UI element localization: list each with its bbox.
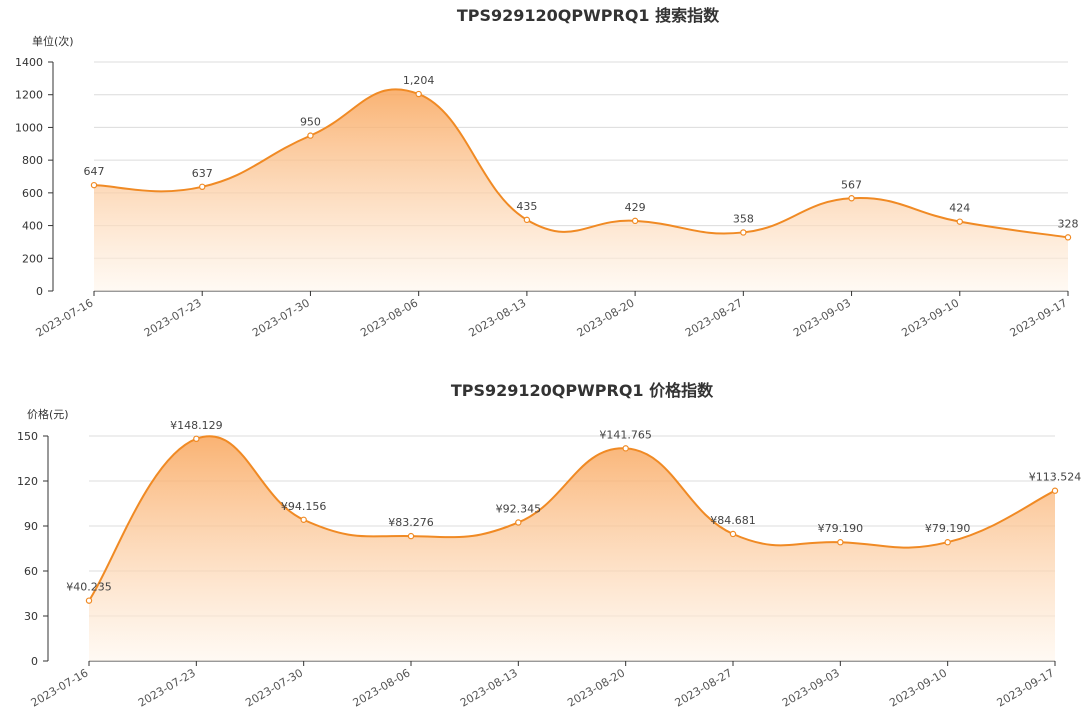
y-unit-label: 价格(元): [27, 407, 69, 421]
y-tick-label: 120: [17, 475, 38, 488]
data-point[interactable]: [523, 216, 531, 224]
data-label: 435: [516, 200, 537, 213]
series-area: [94, 89, 1068, 291]
series-area: [89, 436, 1055, 661]
data-label: 424: [949, 202, 970, 215]
data-point[interactable]: [90, 181, 98, 189]
x-tick-label: 2023-09-03: [791, 296, 853, 339]
data-label: 637: [192, 167, 213, 180]
x-tick-label: 2023-07-16: [34, 296, 96, 339]
data-label: ¥141.765: [599, 428, 652, 441]
y-tick-label: 0: [31, 655, 38, 668]
data-point[interactable]: [631, 217, 639, 225]
x-tick-label: 2023-08-27: [683, 296, 745, 339]
y-tick-label: 30: [24, 610, 38, 623]
y-tick-label: 1200: [15, 89, 43, 102]
y-tick-label: 600: [22, 187, 43, 200]
x-tick-label: 2023-09-17: [995, 666, 1057, 709]
data-label: 328: [1058, 217, 1079, 230]
data-point[interactable]: [407, 532, 415, 540]
data-point[interactable]: [193, 435, 200, 443]
x-tick-label: 2023-08-20: [565, 666, 627, 709]
data-label: ¥40.235: [66, 581, 112, 594]
y-tick-label: 800: [22, 154, 43, 167]
y-unit-label: 单位(次): [32, 34, 74, 48]
y-tick-label: 1400: [15, 56, 43, 69]
data-point[interactable]: [300, 516, 307, 523]
data-label: 647: [84, 165, 105, 178]
x-tick-label: 2023-08-13: [467, 296, 529, 339]
data-label: ¥79.190: [925, 522, 971, 535]
chart-title: TPS929120QPWPRQ1 搜索指数: [457, 6, 720, 25]
x-tick-label: 2023-09-03: [780, 666, 842, 709]
x-tick-label: 2023-08-06: [358, 296, 420, 339]
data-point[interactable]: [729, 530, 737, 538]
data-point[interactable]: [1051, 487, 1059, 494]
y-tick-label: 200: [22, 252, 43, 265]
data-label: 950: [300, 116, 321, 129]
data-point[interactable]: [740, 229, 747, 236]
data-point[interactable]: [515, 519, 522, 526]
data-point[interactable]: [85, 597, 93, 604]
y-tick-label: 0: [36, 285, 43, 298]
y-tick-label: 1000: [15, 121, 43, 134]
y-tick-label: 90: [24, 520, 38, 533]
y-tick-label: 400: [22, 220, 43, 233]
x-tick-label: 2023-09-10: [887, 666, 949, 709]
x-tick-label: 2023-09-10: [899, 296, 961, 339]
data-label: ¥148.129: [170, 419, 223, 432]
data-label: ¥79.190: [818, 522, 864, 535]
data-label: 429: [625, 201, 646, 214]
data-label: 358: [733, 212, 754, 225]
data-point[interactable]: [199, 183, 206, 191]
data-label: ¥92.345: [496, 502, 542, 515]
data-label: ¥83.276: [388, 516, 434, 529]
y-tick-label: 150: [17, 430, 38, 443]
y-tick-label: 60: [24, 565, 38, 578]
x-tick-label: 2023-07-30: [243, 666, 305, 709]
data-point[interactable]: [944, 539, 951, 546]
data-point[interactable]: [1064, 234, 1072, 241]
data-point[interactable]: [848, 195, 855, 202]
x-tick-label: 2023-07-30: [250, 296, 312, 339]
data-label: ¥84.681: [710, 514, 756, 527]
data-label: 1,204: [403, 74, 435, 87]
chart-title: TPS929120QPWPRQ1 价格指数: [451, 381, 714, 400]
series-line: [93, 88, 1069, 239]
x-tick-label: 2023-08-27: [673, 666, 735, 709]
x-tick-label: 2023-08-06: [351, 666, 413, 709]
x-tick-label: 2023-08-13: [458, 666, 520, 709]
x-tick-label: 2023-09-17: [1008, 296, 1070, 339]
x-tick-label: 2023-07-23: [142, 296, 204, 339]
x-tick-label: 2023-07-23: [136, 666, 198, 709]
series-line: [88, 435, 1056, 602]
data-point[interactable]: [415, 90, 422, 98]
data-label: ¥113.524: [1029, 471, 1082, 484]
data-point[interactable]: [956, 218, 963, 225]
data-point[interactable]: [837, 539, 844, 546]
data-label: 567: [841, 178, 862, 191]
data-point[interactable]: [307, 132, 314, 139]
x-tick-label: 2023-08-20: [575, 296, 637, 339]
x-tick-label: 2023-07-16: [29, 666, 91, 709]
data-label: ¥94.156: [281, 500, 327, 513]
data-point[interactable]: [622, 445, 629, 452]
